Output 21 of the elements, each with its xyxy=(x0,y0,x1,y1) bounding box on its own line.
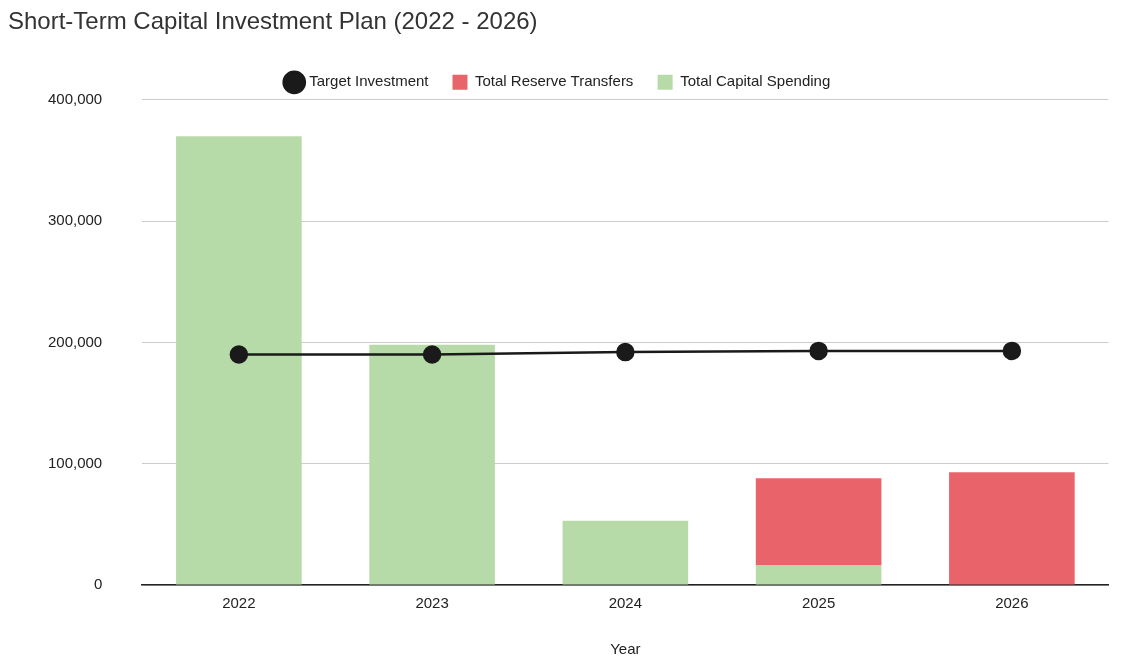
chart-title: Short-Term Capital Investment Plan (2022 - 2026) xyxy=(8,7,538,35)
bar xyxy=(176,136,302,585)
x-tick-label: 2024 xyxy=(608,594,643,612)
y-tick-label: 300,000 xyxy=(47,211,103,229)
x-tick-label: 2022 xyxy=(222,594,256,612)
bar xyxy=(369,344,495,585)
y-tick-label: 100,000 xyxy=(47,453,103,471)
bar xyxy=(562,520,689,585)
legend-label: Target Investment xyxy=(309,72,430,90)
x-tick-label: 2023 xyxy=(415,594,449,612)
bar xyxy=(949,472,1075,585)
y-tick-label: 200,000 xyxy=(47,332,103,350)
bar xyxy=(755,565,882,585)
x-tick-label: 2025 xyxy=(801,594,836,612)
y-tick-label: 0 xyxy=(93,575,103,593)
x-tick-label: 2026 xyxy=(995,594,1029,612)
legend-label: Total Reserve Transfers xyxy=(474,72,634,90)
y-tick-label: 400,000 xyxy=(47,89,103,107)
x-axis-title: Year xyxy=(610,640,641,658)
legend-label: Total Capital Spending xyxy=(680,72,831,90)
bar xyxy=(755,478,882,566)
